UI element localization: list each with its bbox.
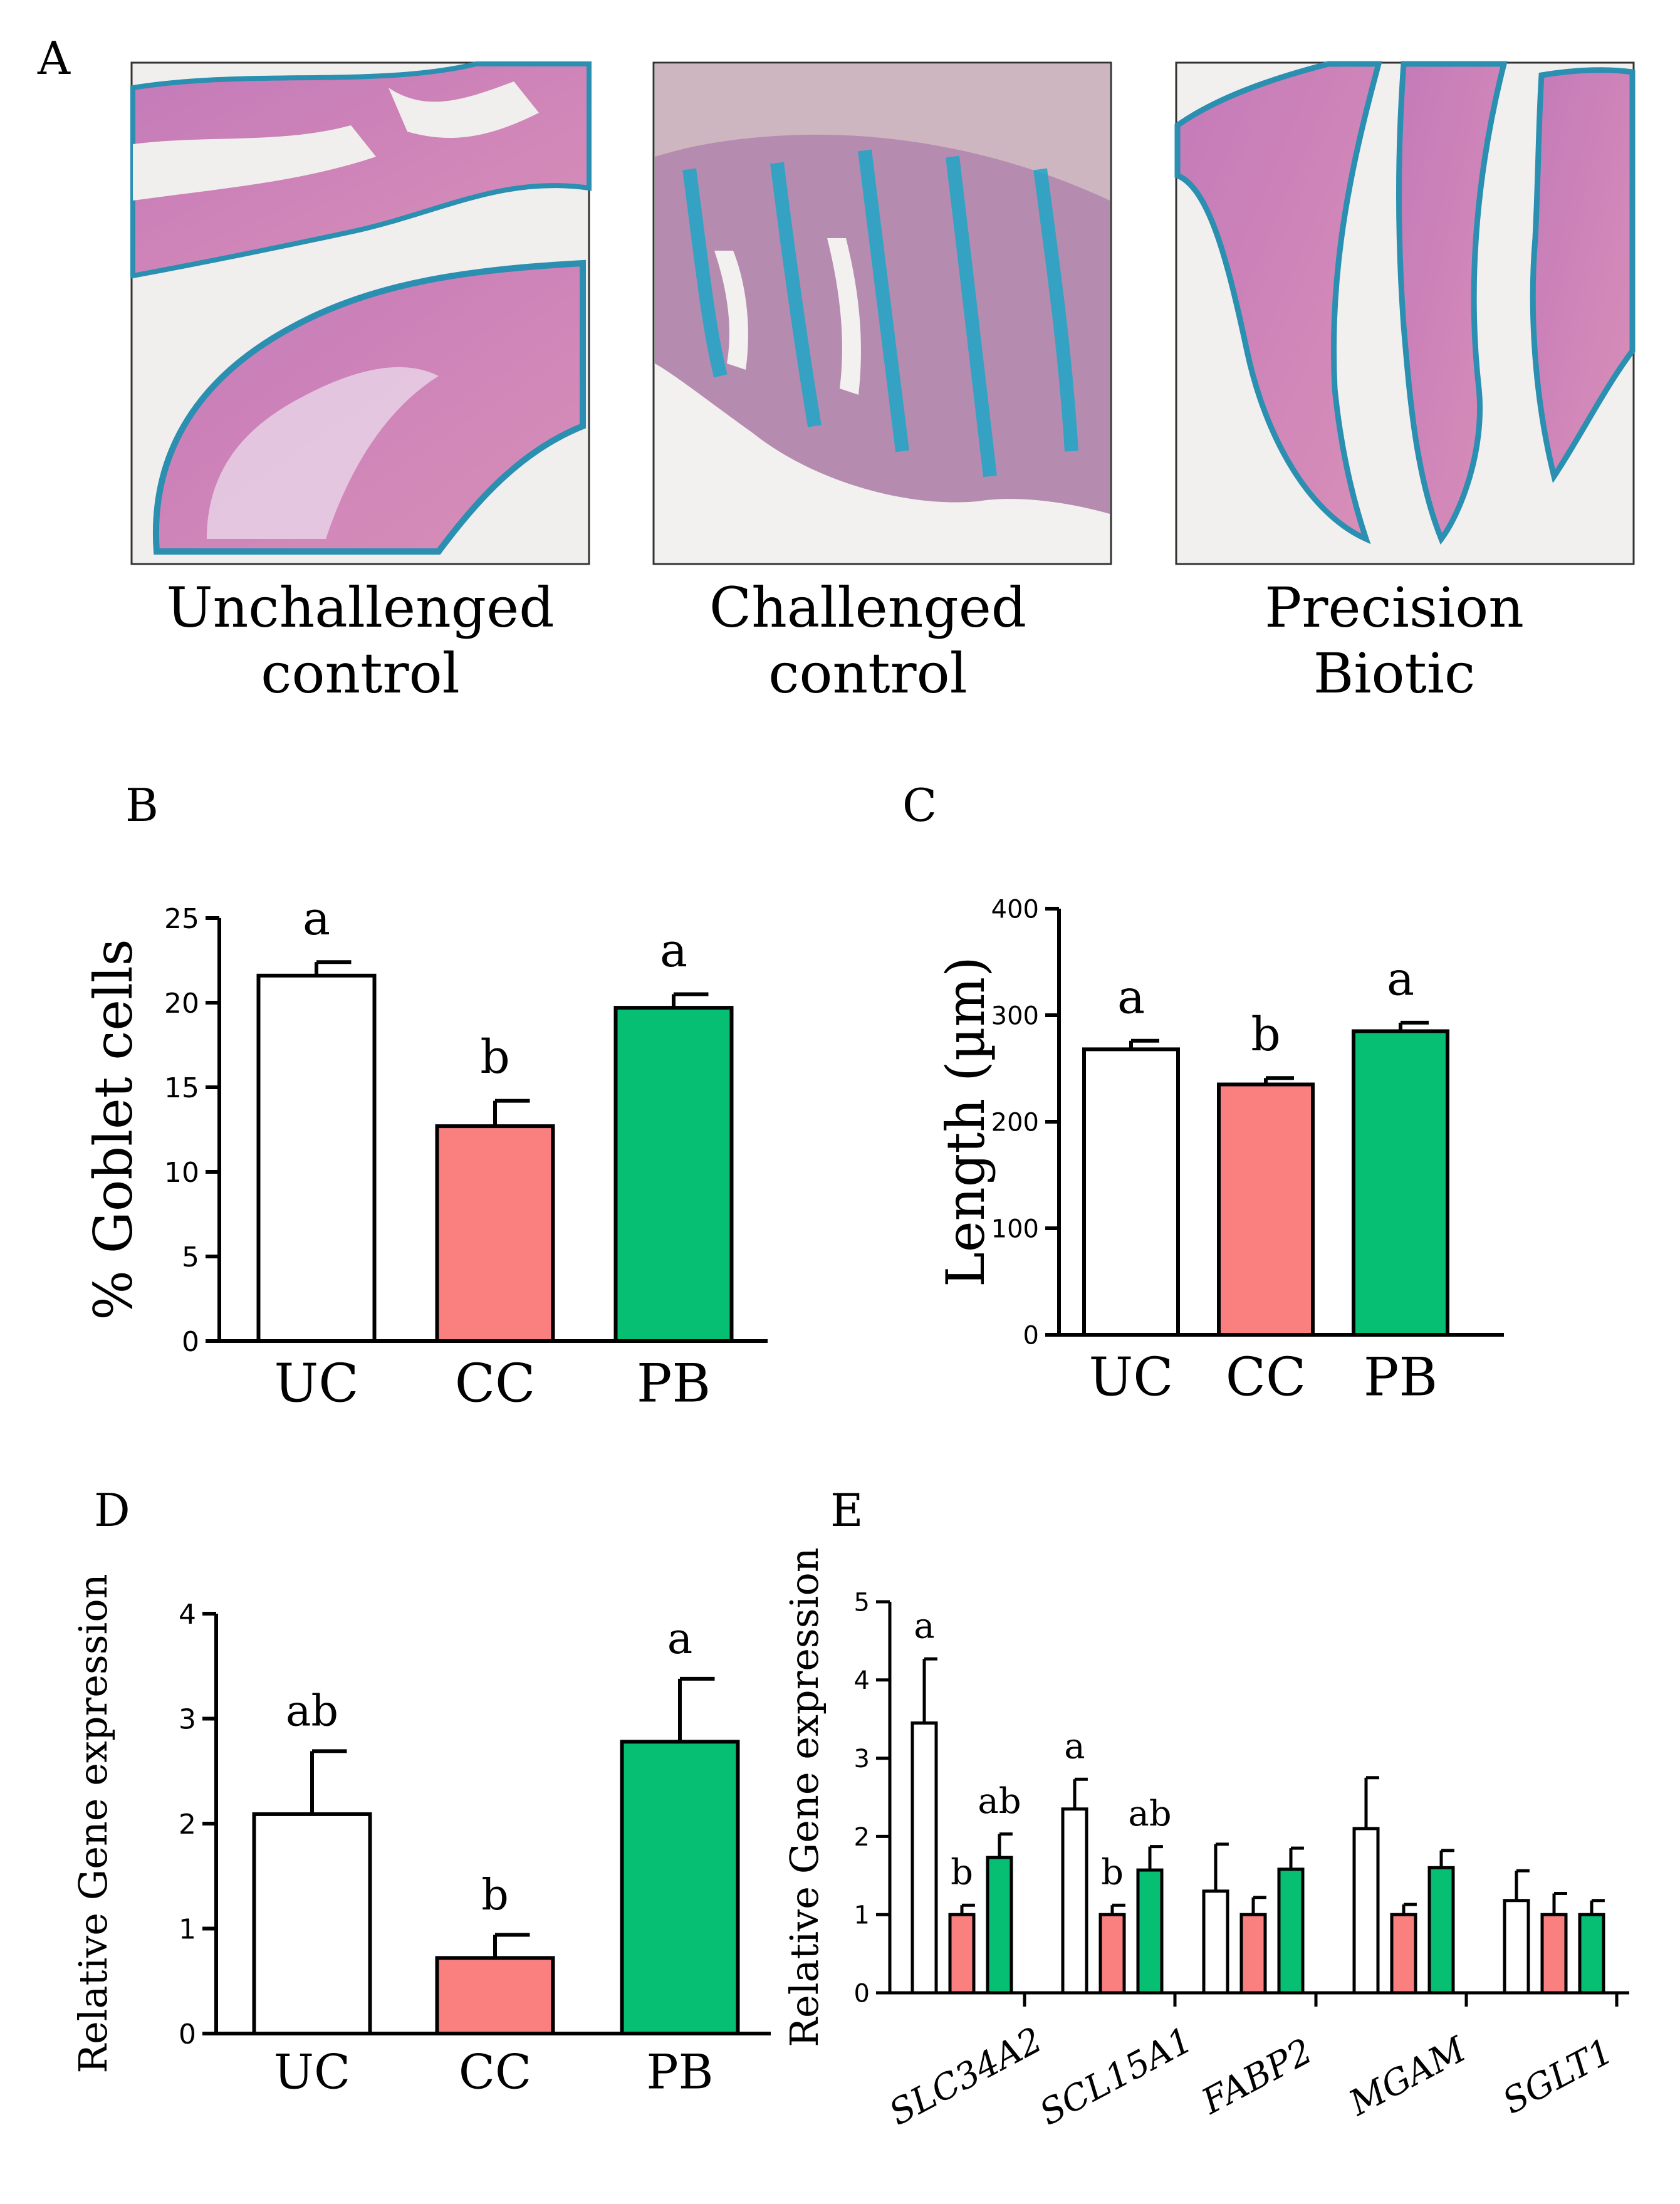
chart-d-y-label: Relative Gene expression (70, 1574, 116, 2073)
chart-e-y-tick-label: 3 (854, 1745, 870, 1773)
chart-d-y-tick-label: 2 (179, 1809, 196, 1841)
chart-c-y-tick-label: 200 (991, 1108, 1039, 1137)
chart-c-significance-letter-uc: a (1117, 970, 1145, 1024)
chart-c-y-tick-label: 300 (991, 1001, 1039, 1030)
chart-c-significance-letter-pb: a (1387, 953, 1414, 1006)
chart-d-significance-letter-cc: b (481, 1871, 509, 1920)
chart-b-category-label-pb: PB (637, 1353, 711, 1414)
chart-e-category-label-sglt1: SGLT1 (1496, 2031, 1620, 2123)
chart-b-y-label: % Goblet cells (83, 939, 144, 1320)
chart-e-y-tick-label: 1 (854, 1901, 870, 1930)
chart-e-significance-letter-scl15a1-cc: b (1101, 1852, 1124, 1893)
chart-e-bar-mgam-pb (1427, 1866, 1455, 1995)
chart-e-category-label-slc34a2: SLC34A2 (883, 2020, 1049, 2134)
micrograph-3-label-line2: Biotic (1313, 641, 1476, 706)
chart-b-y-tick-label: 20 (164, 988, 199, 1020)
chart-d-significance-letter-uc: ab (286, 1687, 338, 1737)
chart-b-y-tick-label: 10 (164, 1157, 199, 1189)
micrograph-1-label-line2: control (261, 641, 460, 706)
chart-b-significance-letter-pb: a (660, 924, 687, 978)
chart-b-y-tick-label: 15 (164, 1072, 199, 1104)
chart-b-y-tick-label: 25 (164, 903, 199, 935)
chart-d-significance-letter-pb: a (667, 1614, 693, 1664)
chart-c-category-label-uc: UC (1088, 1347, 1173, 1408)
chart-d-y-tick-label: 1 (179, 1913, 196, 1945)
chart-b-bar-cc (435, 1124, 555, 1343)
micrograph-unchallenged-control (130, 61, 592, 565)
chart-e-significance-letter-scl15a1-pb: ab (1128, 1794, 1171, 1834)
chart-b-y-tick-label: 5 (182, 1241, 199, 1273)
chart-b-significance-letter-uc: a (303, 892, 330, 946)
chart-e-y-tick-label: 2 (854, 1823, 870, 1852)
micrograph-challenged-control (652, 61, 1112, 565)
chart-c-y-label: Length (µm) (935, 956, 996, 1287)
chart-e-bar-slc34a2-uc (910, 1721, 938, 1995)
micrograph-precision-biotic (1174, 61, 1636, 565)
chart-e-y-tick-label: 5 (854, 1588, 870, 1617)
chart-c-villus-length: 0 100 200 300 400 Length (µm) a UC b CC a PB (935, 895, 1504, 1408)
chart-e-bar-slc34a2-pb (986, 1856, 1013, 1995)
chart-d-y-tick-label: 3 (179, 1703, 196, 1735)
chart-b-bar-pb (613, 1006, 734, 1343)
chart-c-bar-cc (1217, 1082, 1315, 1337)
micrograph-2-label-line1: Challenged (709, 575, 1026, 640)
panel-c-letter: C (902, 779, 937, 832)
chart-e-bar-sglt1-cc (1540, 1913, 1568, 1995)
chart-d-y-tick-label: 0 (179, 2019, 196, 2050)
chart-c-y-tick-label: 400 (991, 895, 1039, 924)
chart-e-bar-scl15a1-cc (1098, 1913, 1126, 1995)
chart-e-y-tick-label: 0 (854, 1979, 870, 2008)
chart-e-bar-sglt1-uc (1503, 1899, 1530, 1995)
chart-e-bar-mgam-cc (1390, 1913, 1417, 1995)
chart-c-significance-letter-cc: b (1251, 1008, 1280, 1062)
chart-c-category-label-pb: PB (1364, 1347, 1437, 1408)
chart-e-y-tick-label: 4 (854, 1666, 870, 1695)
chart-b-category-label-uc: UC (274, 1353, 358, 1414)
chart-e-bar-scl15a1-pb (1136, 1868, 1164, 1995)
micrograph-1-label-line1: Unchallenged (166, 575, 554, 640)
chart-e-significance-letter-slc34a2-uc: a (914, 1606, 934, 1647)
chart-e-category-label-scl15a1: SCL15A1 (1033, 2020, 1199, 2134)
chart-c-bar-pb (1352, 1029, 1449, 1337)
chart-e-category-label-mgam: MGAM (1342, 2029, 1473, 2124)
chart-b-significance-letter-cc: b (480, 1030, 509, 1084)
chart-d-category-label-cc: CC (459, 2044, 531, 2099)
chart-c-y-tick-label: 100 (991, 1214, 1039, 1243)
chart-b-bar-uc (256, 973, 377, 1344)
chart-b-category-label-cc: CC (455, 1353, 536, 1414)
chart-e-significance-letter-slc34a2-cc: b (951, 1852, 973, 1893)
micrograph-3-label-line1: Precision (1265, 575, 1524, 640)
chart-e-bar-sglt1-pb (1578, 1913, 1605, 1995)
chart-e-significance-letter-scl15a1-uc: a (1064, 1726, 1085, 1767)
chart-e-bar-scl15a1-uc (1061, 1807, 1088, 1995)
panel-b-letter: B (125, 779, 159, 832)
chart-e-bar-mgam-uc (1352, 1827, 1380, 1995)
chart-b-goblet-cells: 0 5 10 15 20 25 % Goblet cells a UC b CC a PB (83, 892, 768, 1414)
chart-e-y-label: Relative Gene expression (781, 1547, 827, 2047)
chart-c-y-tick-label: 0 (1023, 1321, 1039, 1350)
panel-d-letter: D (94, 1484, 130, 1537)
chart-c-category-label-cc: CC (1226, 1347, 1307, 1408)
panel-a-letter: A (37, 32, 71, 85)
micrograph-2-label-line2: control (768, 641, 968, 706)
chart-b-y-tick-label: 0 (182, 1326, 199, 1358)
chart-d-bar-pb (620, 1740, 740, 2036)
chart-e-bar-slc34a2-cc (948, 1913, 976, 1995)
chart-e-significance-letter-slc34a2-pb: ab (978, 1781, 1021, 1822)
chart-e-bar-fabp2-pb (1277, 1867, 1305, 1995)
chart-e-bar-fabp2-uc (1202, 1889, 1229, 1995)
chart-d-category-label-uc: UC (274, 2044, 350, 2099)
chart-e-bar-fabp2-cc (1239, 1913, 1267, 1995)
chart-d-category-label-pb: PB (647, 2044, 714, 2099)
chart-d-bar-uc (252, 1812, 372, 2036)
chart-d-y-tick-label: 4 (179, 1599, 196, 1631)
chart-d-bar-cc (435, 1956, 555, 2035)
chart-e-category-label-fabp2: FABP2 (1195, 2031, 1319, 2123)
panel-e-letter: E (830, 1484, 863, 1537)
chart-d-gene-expression: 0 1 2 3 4 Relative Gene expression ab UC b CC a PB (70, 1574, 771, 2099)
chart-c-bar-uc (1082, 1047, 1180, 1337)
